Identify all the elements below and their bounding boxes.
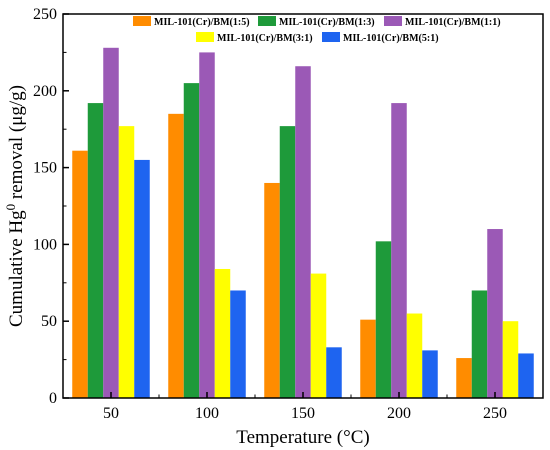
legend-swatch [258, 16, 276, 26]
y-axis-title: Cumulative Hg0 removal (μg/g) [3, 85, 27, 327]
bar-100-5 [230, 290, 246, 398]
bar-100-1 [168, 113, 184, 398]
y-tick-label: 0 [49, 390, 57, 407]
bar-200-3 [391, 103, 407, 398]
bar-50-4 [118, 126, 135, 399]
legend-label: MIL-101(Cr)/BM(1:1) [405, 17, 501, 28]
legend-label: MIL-101(Cr)/BM(1:5) [154, 17, 250, 28]
bars-group [72, 47, 534, 399]
bar-50-5 [134, 159, 150, 398]
legend-label: MIL-101(Cr)/BM(5:1) [343, 33, 439, 44]
bar-250-2 [471, 290, 488, 398]
bar-50-2 [87, 103, 104, 398]
bar-100-4 [214, 268, 231, 398]
x-tick-label: 50 [103, 405, 119, 422]
bar-150-4 [310, 273, 327, 398]
x-tick-label: 250 [483, 405, 507, 422]
bar-200-5 [422, 350, 438, 398]
x-axis: 50 100 150 200 250 [103, 392, 507, 422]
y-tick-label: 250 [33, 6, 57, 23]
bar-250-3 [487, 229, 503, 398]
y-tick-label: 200 [33, 83, 57, 100]
x-tick-label: 100 [195, 405, 219, 422]
bar-250-4 [502, 321, 519, 398]
bar-100-2 [183, 83, 200, 399]
x-axis-title: Temperature (°C) [236, 427, 369, 448]
legend-swatch [384, 16, 402, 26]
bar-200-4 [406, 313, 423, 398]
y-tick-label: 100 [33, 236, 57, 253]
legend-label: MIL-101(Cr)/BM(1:3) [279, 17, 375, 28]
y-axis-title-main: Cumulative Hg [6, 210, 27, 327]
bar-200-2 [375, 241, 392, 398]
legend-swatch [322, 32, 340, 42]
bar-50-3 [103, 47, 119, 399]
bar-250-5 [518, 353, 534, 398]
legend-label: MIL-101(Cr)/BM(3:1) [217, 33, 313, 44]
legend: MIL-101(Cr)/BM(1:5) MIL-101(Cr)/BM(1:3) MI… [133, 16, 501, 44]
bar-100-3 [199, 52, 215, 399]
legend-swatch [196, 32, 214, 42]
bar-150-3 [295, 66, 311, 398]
y-axis-title-rest: removal (μg/g) [6, 85, 27, 204]
y-axis: 0 50 100 150 200 250 [33, 6, 69, 407]
y-tick-label: 50 [41, 313, 57, 330]
bar-50-1 [72, 150, 88, 398]
bar-150-5 [326, 347, 342, 398]
legend-swatch [133, 16, 151, 26]
x-tick-label: 200 [387, 405, 411, 422]
bar-200-1 [360, 319, 376, 398]
bar-250-1 [456, 358, 472, 398]
y-tick-label: 150 [33, 160, 57, 177]
bar-150-1 [264, 182, 280, 398]
y-axis-title-superscript: 0 [3, 204, 18, 211]
bar-150-2 [279, 126, 296, 399]
x-tick-label: 150 [291, 405, 315, 422]
